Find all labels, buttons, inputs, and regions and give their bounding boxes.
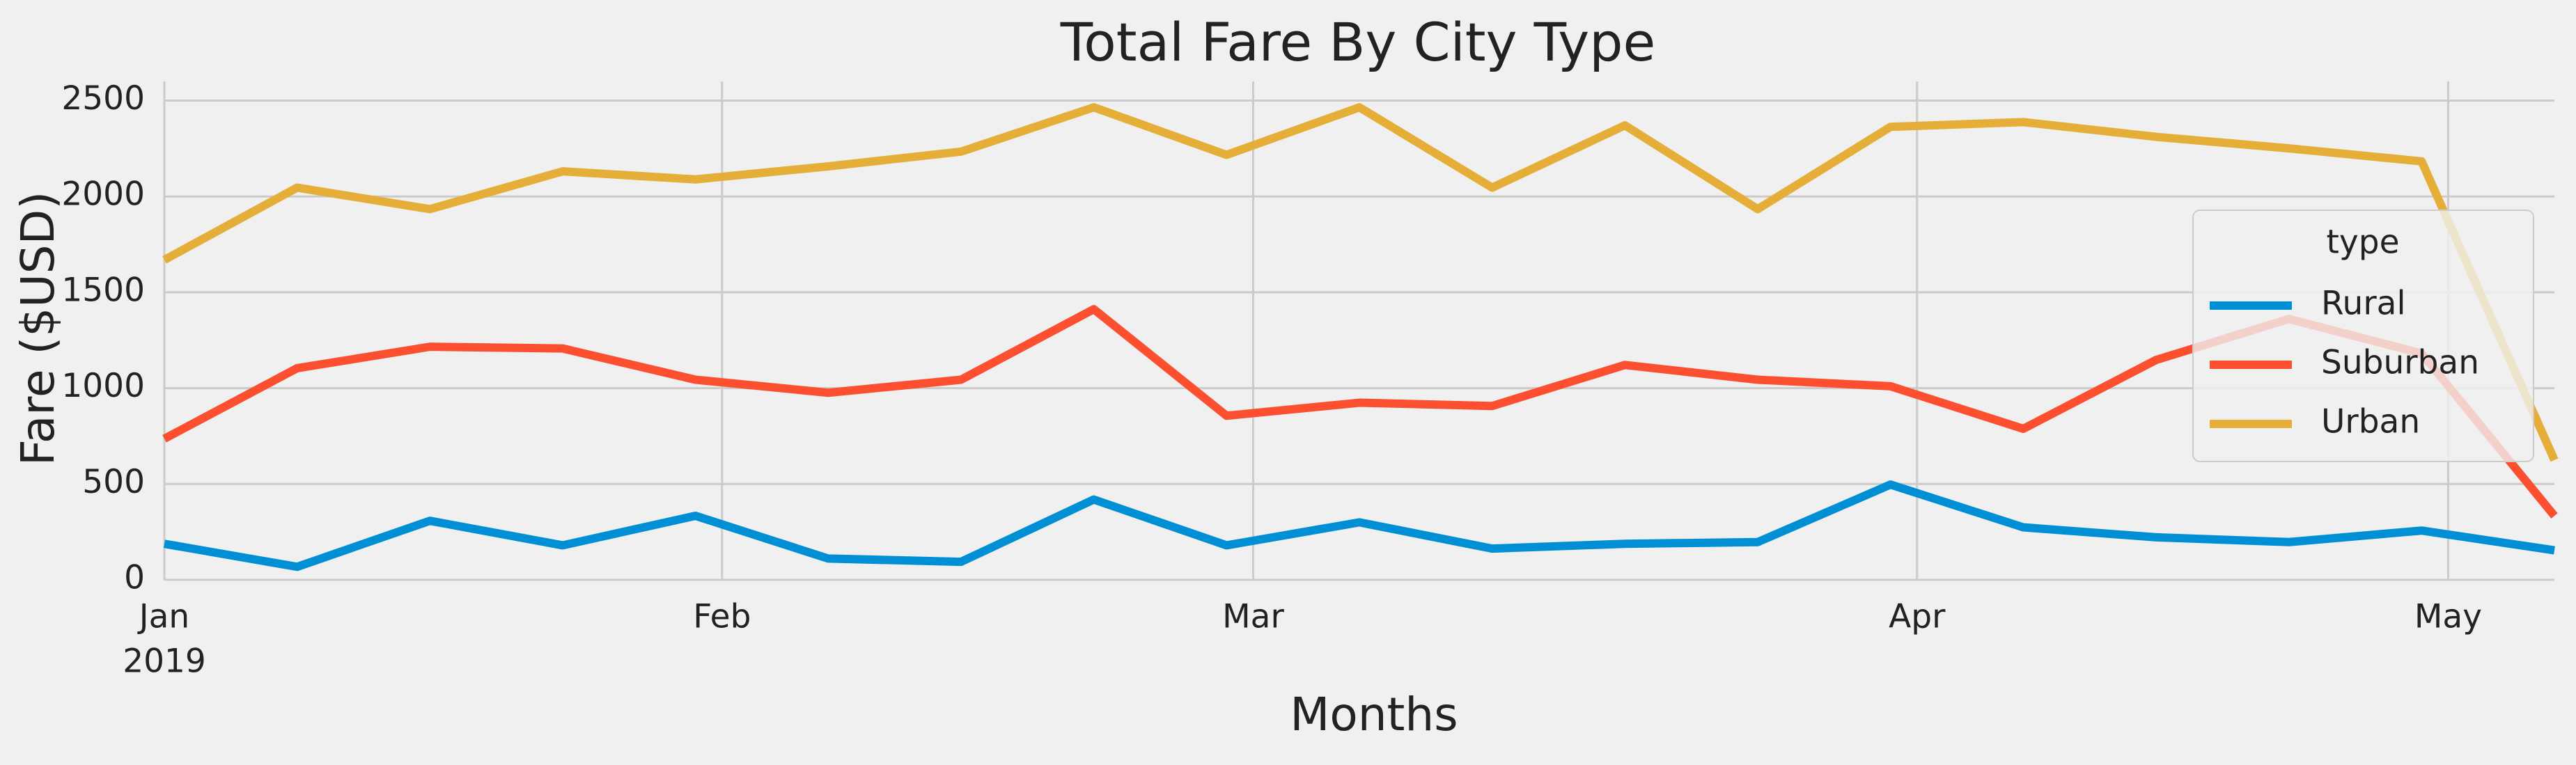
x-year-label: 2019 [123, 642, 206, 681]
legend: type Rural Suburban Urban [2192, 210, 2534, 462]
y-tick-label: 2000 [61, 175, 145, 214]
grid [163, 81, 2554, 581]
lines [162, 103, 2559, 571]
legend-label: Urban [2321, 403, 2420, 441]
legend-label: Rural [2321, 285, 2406, 323]
y-tick-label: 500 [82, 463, 145, 501]
y-tick-label: 1000 [61, 367, 145, 405]
x-axis-label: Months [1290, 688, 1458, 741]
x-tick-label: May [2414, 598, 2482, 636]
series-line [162, 103, 2559, 462]
x-tick-label: Mar [1222, 598, 1284, 636]
series-line [163, 480, 2555, 571]
y-tick-label: 0 [124, 559, 145, 597]
y-tick-label: 2500 [61, 79, 145, 118]
y-tick-label: 1500 [61, 271, 145, 309]
x-tick-label: Feb [693, 598, 751, 636]
chart-title: Total Fare By City Type [1060, 11, 1655, 73]
legend-box [2192, 210, 2534, 462]
x-tick-label: Jan [137, 598, 189, 636]
series-line [162, 305, 2558, 519]
legend-label: Suburban [2321, 344, 2479, 382]
y-axis-label: Fare ($USD) [11, 191, 65, 466]
legend-title: type [2327, 223, 2400, 262]
x-tick-label: Apr [1889, 598, 1946, 636]
